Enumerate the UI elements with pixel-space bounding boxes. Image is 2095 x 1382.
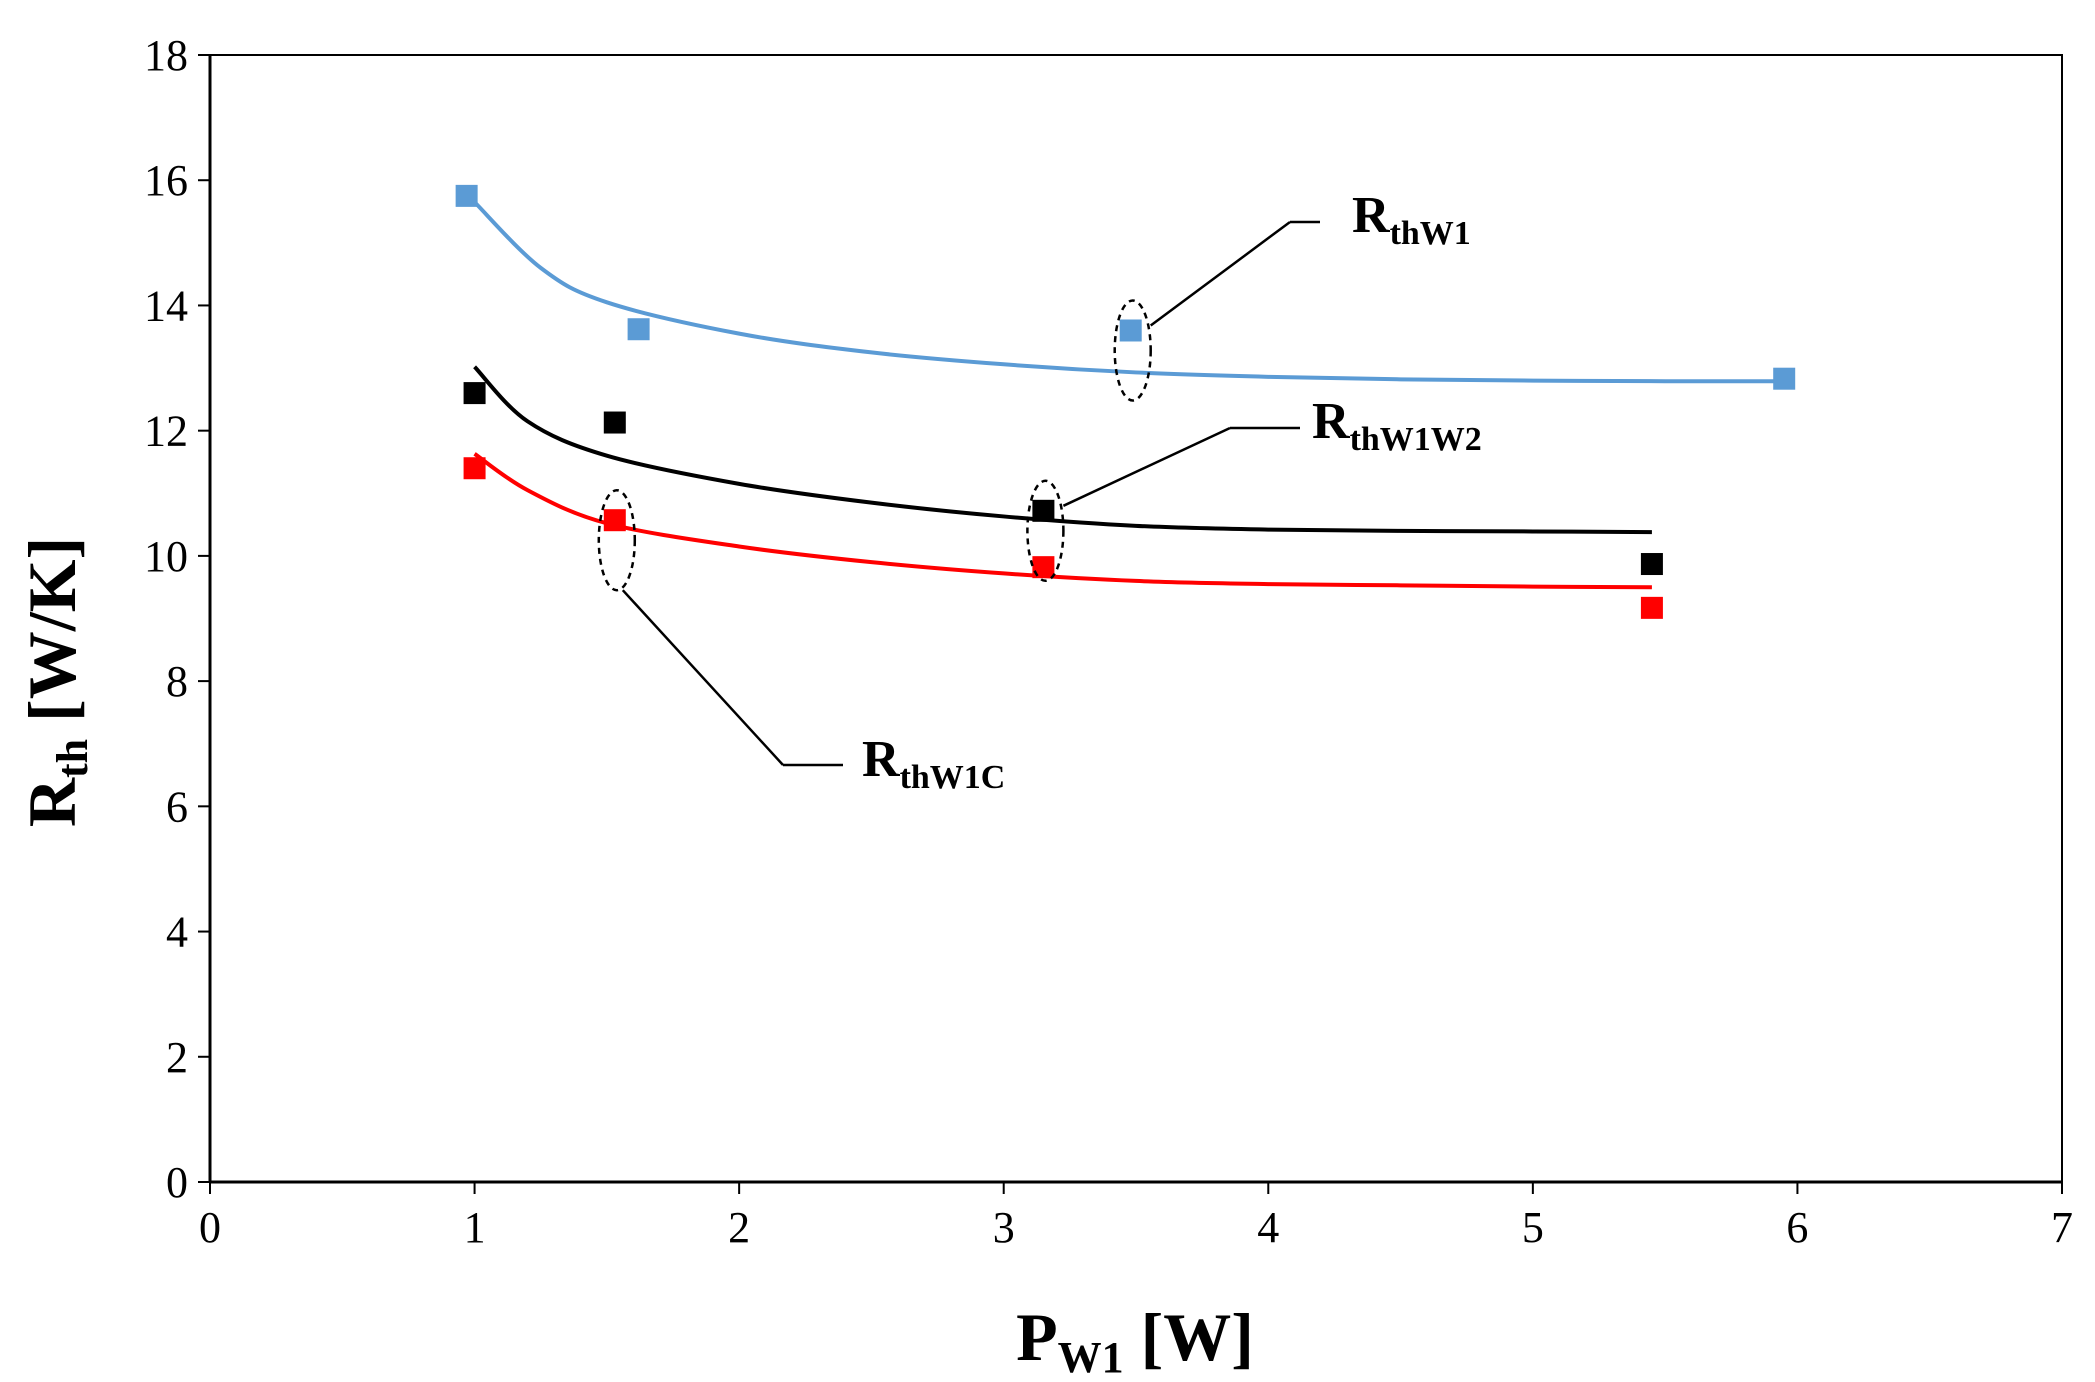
callout-leader-RthW1C	[621, 589, 784, 766]
y-tick-label: 4	[166, 908, 188, 957]
point-RthW1C	[1032, 556, 1055, 579]
trend-line-RthW1W2	[473, 365, 1652, 535]
y-tick-label: 6	[166, 782, 188, 831]
callout-leader-RthW1	[1149, 220, 1291, 327]
series-label-RthW1W2: RthW1W2	[1312, 393, 1482, 458]
callout-ellipse-RthW1	[1113, 299, 1152, 402]
x-tick-label: 1	[464, 1203, 486, 1252]
series-label-RthW1: RthW1	[1352, 187, 1471, 252]
data-points	[455, 184, 1796, 619]
y-tick-label: 2	[166, 1033, 188, 1082]
y-tick-label: 10	[144, 532, 188, 581]
point-RthW1C	[1640, 596, 1663, 619]
point-RthW1W2	[603, 411, 626, 434]
y-axis-title: Rth [W/K]	[14, 537, 97, 827]
y-tick-label: 14	[144, 281, 188, 330]
callouts: RthW1 RthW1W2 RthW1C	[597, 187, 1482, 796]
trend-line-RthW1	[473, 200, 1785, 384]
y-tick-label: 8	[166, 657, 188, 706]
plot-frame	[209, 54, 2063, 1183]
series-label-RthW1C: RthW1C	[862, 731, 1005, 796]
x-tick-label: 0	[199, 1203, 221, 1252]
point-RthW1	[455, 184, 478, 207]
x-tick-label: 7	[2051, 1203, 2073, 1252]
point-RthW1	[627, 318, 650, 341]
point-RthW1C	[463, 457, 486, 480]
point-RthW1	[1773, 367, 1796, 390]
x-tick-label: 2	[728, 1203, 750, 1252]
x-tick-label: 3	[993, 1203, 1015, 1252]
axes	[198, 54, 2063, 1194]
trend-lines	[473, 200, 1785, 590]
callout-leader-RthW1W2	[1062, 426, 1231, 507]
y-tick-label: 12	[144, 407, 188, 456]
y-tick-label: 0	[166, 1158, 188, 1207]
x-axis-title: PW1 [W]	[1016, 1299, 1254, 1382]
y-tick-label: 18	[144, 31, 188, 80]
callout-ellipse-RthW1C	[597, 488, 637, 592]
y-tick-label: 16	[144, 156, 188, 205]
point-RthW1W2	[1640, 553, 1663, 576]
callout-ellipse-RthW1W2	[1026, 479, 1065, 583]
point-RthW1	[1119, 319, 1142, 342]
point-RthW1C	[603, 509, 626, 532]
x-tick-label: 6	[1786, 1203, 1808, 1252]
point-RthW1W2	[1032, 499, 1055, 522]
point-RthW1W2	[463, 382, 486, 405]
x-tick-label: 4	[1257, 1203, 1279, 1252]
x-tick-label: 5	[1522, 1203, 1544, 1252]
